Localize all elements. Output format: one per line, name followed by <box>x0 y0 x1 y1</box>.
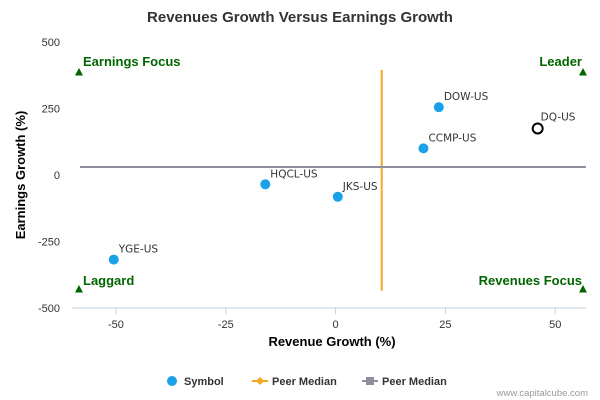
quadrant-label-top-right: Leader <box>539 54 582 69</box>
x-tick-label: 0 <box>333 319 339 331</box>
quadrant-label-bottom-left: Laggard <box>83 273 134 288</box>
legend-item[interactable]: Symbol <box>167 376 224 388</box>
data-points: DOW-US CCMP-US HQCL-US JKS-US YGE-US DQ-US <box>108 91 576 265</box>
triangle-up-icon <box>579 68 587 76</box>
data-point-label: HQCL-US <box>270 168 318 180</box>
reference-lines <box>80 69 586 291</box>
x-tick-label: -25 <box>218 319 234 331</box>
legend-diamond-icon <box>256 377 264 385</box>
data-point-label: CCMP-US <box>428 132 476 144</box>
data-point <box>418 143 429 154</box>
y-tick-label: 0 <box>54 170 60 182</box>
triangle-up-icon <box>579 285 587 293</box>
data-point-label: DOW-US <box>444 91 489 103</box>
triangle-up-icon <box>75 68 83 76</box>
quadrant-label-top-left: Earnings Focus <box>83 54 181 69</box>
quadrant-label-bottom-right: Revenues Focus <box>479 273 582 288</box>
data-point <box>332 191 343 202</box>
quadrant-labels: Earnings Focus Leader Laggard Revenues Focu… <box>75 54 587 293</box>
credit-text: www.capitalcube.com <box>496 388 588 399</box>
x-tick-label: 25 <box>439 319 451 331</box>
y-tick-label: -250 <box>38 237 60 249</box>
legend-label: Peer Median <box>272 376 337 388</box>
chart-title: Revenues Growth Versus Earnings Growth <box>147 9 453 26</box>
data-point <box>433 102 444 113</box>
triangle-up-icon <box>75 285 83 293</box>
y-tick-label: -500 <box>38 303 60 315</box>
data-point-label: JKS-US <box>342 181 378 193</box>
y-axis-title: Earnings Growth (%) <box>13 111 28 240</box>
x-tick-label: 50 <box>549 319 561 331</box>
legend[interactable]: Symbol Peer Median Peer Median <box>167 376 447 388</box>
x-axis-ticks: -50 -25 0 25 50 <box>108 308 561 331</box>
data-point-label: YGE-US <box>118 244 159 256</box>
x-tick-label: -50 <box>108 319 124 331</box>
legend-label: Peer Median <box>382 376 447 388</box>
legend-label: Symbol <box>184 376 224 388</box>
legend-item[interactable]: Peer Median <box>362 376 447 388</box>
y-tick-label: 250 <box>42 104 60 116</box>
highlight-point-label: DQ-US <box>541 111 576 123</box>
data-point <box>260 179 271 190</box>
legend-circle-icon <box>167 376 177 386</box>
highlight-point <box>531 122 544 135</box>
y-axis-ticks: -500 -250 0 250 500 <box>38 37 60 315</box>
x-axis-title: Revenue Growth (%) <box>268 334 395 349</box>
legend-square-icon <box>366 377 374 385</box>
data-point <box>108 254 119 265</box>
legend-item[interactable]: Peer Median <box>252 376 337 388</box>
y-tick-label: 500 <box>42 37 60 49</box>
